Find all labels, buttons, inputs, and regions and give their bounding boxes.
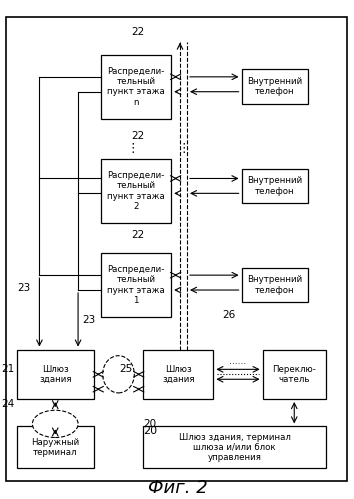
Text: Шлюз
здания: Шлюз здания — [39, 365, 72, 384]
FancyBboxPatch shape — [101, 253, 171, 317]
Text: Шлюз
здания: Шлюз здания — [162, 365, 194, 384]
Text: 20: 20 — [143, 426, 157, 436]
Text: 26: 26 — [223, 310, 236, 320]
FancyBboxPatch shape — [263, 349, 326, 399]
Text: Распредели-
тельный
пункт этажа
1: Распредели- тельный пункт этажа 1 — [107, 265, 165, 305]
Text: 25: 25 — [119, 364, 132, 374]
FancyBboxPatch shape — [101, 159, 171, 223]
FancyBboxPatch shape — [241, 169, 308, 203]
Ellipse shape — [103, 356, 134, 393]
FancyBboxPatch shape — [17, 426, 94, 469]
Text: 22: 22 — [131, 231, 144, 241]
Text: 23: 23 — [82, 315, 95, 325]
Text: ⋮: ⋮ — [177, 142, 190, 155]
Text: Внутренний
телефон: Внутренний телефон — [247, 176, 303, 196]
FancyBboxPatch shape — [143, 426, 326, 469]
FancyBboxPatch shape — [241, 69, 308, 104]
Text: 22: 22 — [131, 27, 144, 37]
Text: 24: 24 — [1, 399, 15, 409]
FancyBboxPatch shape — [241, 267, 308, 302]
Text: 21: 21 — [1, 364, 15, 374]
Text: Внутренний
телефон: Внутренний телефон — [247, 77, 303, 96]
FancyBboxPatch shape — [101, 54, 171, 119]
Text: 20: 20 — [144, 419, 157, 429]
Text: Внутренний
телефон: Внутренний телефон — [247, 275, 303, 295]
FancyBboxPatch shape — [6, 17, 347, 481]
Text: Шлюз здания, терминал
шлюза и/или блок
управления: Шлюз здания, терминал шлюза и/или блок у… — [178, 433, 290, 463]
FancyBboxPatch shape — [143, 349, 213, 399]
Text: Переклю-
чатель: Переклю- чатель — [272, 365, 316, 384]
Text: Распредели-
тельный
пункт этажа
n: Распредели- тельный пункт этажа n — [107, 67, 165, 107]
FancyBboxPatch shape — [17, 349, 94, 399]
Text: 22: 22 — [131, 131, 144, 141]
Text: 23: 23 — [17, 282, 30, 292]
Text: Наружный
терминал: Наружный терминал — [31, 438, 79, 457]
Text: Фиг. 2: Фиг. 2 — [148, 480, 208, 498]
Text: Распредели-
тельный
пункт этажа
2: Распредели- тельный пункт этажа 2 — [107, 171, 165, 211]
Text: ......: ...... — [229, 357, 247, 366]
Ellipse shape — [32, 410, 78, 438]
Text: ⋮: ⋮ — [126, 142, 139, 155]
